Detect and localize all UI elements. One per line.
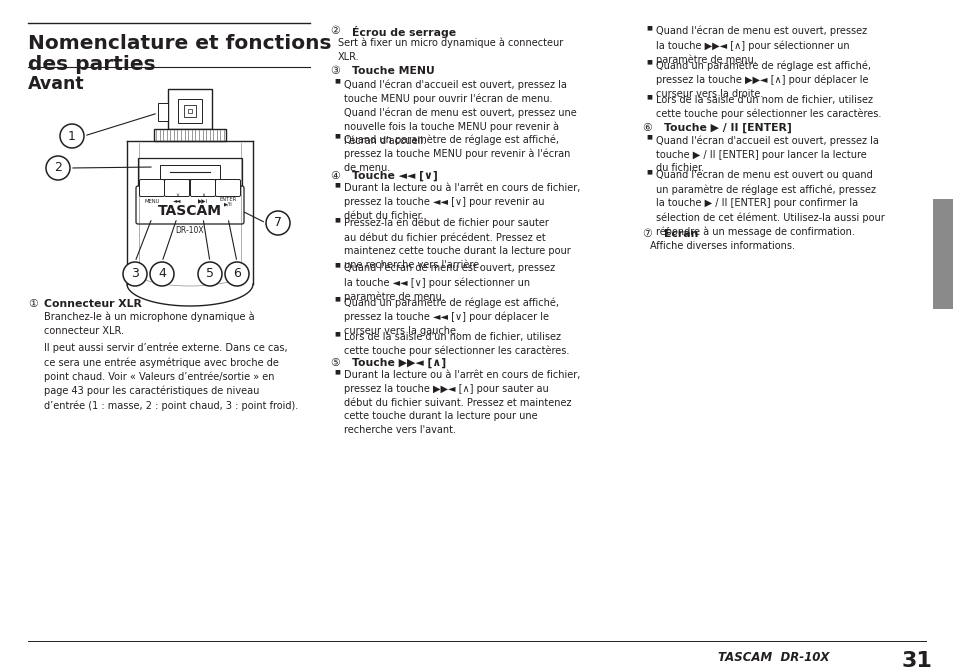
Text: ③: ③ — [330, 66, 339, 76]
Text: 4: 4 — [158, 268, 166, 280]
Text: 5: 5 — [206, 268, 213, 280]
Text: Affiche diverses informations.: Affiche diverses informations. — [649, 241, 794, 251]
Text: ⑤: ⑤ — [330, 358, 339, 368]
Text: ▶▶I: ▶▶I — [197, 198, 208, 203]
Text: ■: ■ — [334, 370, 339, 374]
Text: Durant la lecture ou à l'arrêt en cours de fichier,
pressez la touche ◄◄ [∨] pou: Durant la lecture ou à l'arrêt en cours … — [344, 183, 579, 221]
FancyBboxPatch shape — [136, 186, 244, 224]
Bar — [168, 89, 212, 129]
Text: Branchez-le à un microphone dynamique à
connecteur XLR.: Branchez-le à un microphone dynamique à … — [44, 311, 254, 336]
Text: des parties: des parties — [28, 55, 155, 74]
Text: 31: 31 — [901, 651, 931, 671]
Text: ∨: ∨ — [174, 193, 179, 198]
Bar — [932, 199, 953, 309]
Bar — [188, 109, 192, 113]
Text: Connecteur XLR: Connecteur XLR — [44, 299, 142, 309]
Text: 6: 6 — [233, 268, 241, 280]
Circle shape — [46, 156, 70, 180]
Text: Quand l'écran de menu est ouvert, pressez
la touche ◄◄ [∨] pour sélectionner un
: Quand l'écran de menu est ouvert, presse… — [344, 263, 555, 302]
Circle shape — [225, 262, 249, 286]
Bar — [184, 105, 195, 117]
Circle shape — [150, 262, 173, 286]
FancyBboxPatch shape — [164, 180, 190, 197]
FancyBboxPatch shape — [191, 180, 215, 197]
Text: 2: 2 — [54, 162, 62, 174]
Text: 3: 3 — [131, 268, 139, 280]
Text: Pressez-la en début de fichier pour sauter
au début du fichier précédent. Presse: Pressez-la en début de fichier pour saut… — [344, 218, 570, 270]
Text: ■: ■ — [645, 25, 651, 30]
Text: MENU: MENU — [144, 199, 159, 204]
Circle shape — [198, 262, 222, 286]
Text: 7: 7 — [274, 217, 282, 229]
FancyBboxPatch shape — [215, 180, 240, 197]
Bar — [153, 129, 226, 141]
Bar — [138, 158, 242, 186]
Bar — [160, 165, 220, 179]
Text: Touche ▶▶◄ [∧]: Touche ▶▶◄ [∧] — [352, 358, 446, 368]
Bar — [178, 99, 202, 123]
Text: ∧: ∧ — [201, 193, 205, 198]
Text: ■: ■ — [645, 94, 651, 99]
Text: ◄◄: ◄◄ — [172, 198, 181, 203]
Text: ■: ■ — [645, 134, 651, 140]
Text: Touche MENU: Touche MENU — [352, 66, 435, 76]
Text: ■: ■ — [334, 262, 339, 267]
Text: ■: ■ — [334, 78, 339, 83]
Text: Nomenclature et fonctions: Nomenclature et fonctions — [28, 34, 331, 53]
Text: Quand l'écran d'accueil est ouvert, pressez la
touche ▶ / II [ENTER] pour lancer: Quand l'écran d'accueil est ouvert, pres… — [656, 136, 878, 173]
Text: ①: ① — [28, 299, 38, 309]
Circle shape — [60, 124, 84, 148]
Text: ■: ■ — [334, 183, 339, 187]
Text: Touche ▶ / II [ENTER]: Touche ▶ / II [ENTER] — [663, 123, 791, 134]
Text: ②: ② — [330, 26, 339, 36]
Circle shape — [266, 211, 290, 235]
Circle shape — [123, 262, 147, 286]
Text: ■: ■ — [334, 297, 339, 301]
Bar — [158, 103, 168, 121]
Text: Écrou de serrage: Écrou de serrage — [352, 26, 456, 38]
Text: Il peut aussi servir d’entrée externe. Dans ce cas,
ce sera une entrée asymétriq: Il peut aussi servir d’entrée externe. D… — [44, 343, 298, 411]
Text: ENTER: ENTER — [219, 197, 236, 202]
Text: Écran: Écran — [663, 229, 698, 240]
Text: DR-10X: DR-10X — [175, 226, 204, 235]
Text: Sert à fixer un micro dynamique à connecteur
XLR.: Sert à fixer un micro dynamique à connec… — [337, 38, 562, 62]
Text: ④: ④ — [330, 171, 339, 181]
Text: ■: ■ — [334, 217, 339, 222]
Text: 1: 1 — [68, 130, 76, 142]
Text: ■: ■ — [645, 60, 651, 64]
Text: ■: ■ — [334, 331, 339, 336]
Text: ■: ■ — [334, 134, 339, 138]
Text: Quand un paramètre de réglage est affiché,
pressez la touche ◄◄ [∨] pour déplace: Quand un paramètre de réglage est affich… — [344, 297, 558, 336]
Text: Avant: Avant — [28, 75, 85, 93]
FancyBboxPatch shape — [139, 180, 164, 197]
Text: ■: ■ — [645, 169, 651, 174]
Text: Quand l'écran de menu est ouvert, pressez
la touche ▶▶◄ [∧] pour sélectionner un: Quand l'écran de menu est ouvert, presse… — [656, 26, 866, 65]
Text: Quand l'écran de menu est ouvert ou quand
un paramètre de réglage est affiché, p: Quand l'écran de menu est ouvert ou quan… — [656, 170, 883, 237]
Text: Lors de la saisie d'un nom de fichier, utilisez
cette touche pour sélectionner l: Lors de la saisie d'un nom de fichier, u… — [344, 332, 569, 356]
Text: Lors de la saisie d'un nom de fichier, utilisez
cette touche pour sélectionner l: Lors de la saisie d'un nom de fichier, u… — [656, 95, 881, 119]
Text: TASCAM: TASCAM — [158, 204, 222, 218]
Text: ⑥: ⑥ — [641, 123, 651, 133]
Text: ⑦: ⑦ — [641, 229, 651, 240]
Text: Touche ◄◄ [∨]: Touche ◄◄ [∨] — [352, 171, 437, 181]
Text: Quand un paramètre de réglage est affiché,
pressez la touche MENU pour revenir à: Quand un paramètre de réglage est affich… — [344, 134, 570, 173]
Text: Quand l'écran d'accueil est ouvert, pressez la
touche MENU pour ouvrir l'écran d: Quand l'écran d'accueil est ouvert, pres… — [344, 79, 577, 146]
Text: Durant la lecture ou à l'arrêt en cours de fichier,
pressez la touche ▶▶◄ [∧] po: Durant la lecture ou à l'arrêt en cours … — [344, 370, 579, 435]
Text: Quand un paramètre de réglage est affiché,
pressez la touche ▶▶◄ [∧] pour déplac: Quand un paramètre de réglage est affich… — [656, 60, 870, 99]
Text: TASCAM  DR-10X: TASCAM DR-10X — [718, 651, 828, 664]
Text: ▶/II: ▶/II — [223, 201, 233, 206]
